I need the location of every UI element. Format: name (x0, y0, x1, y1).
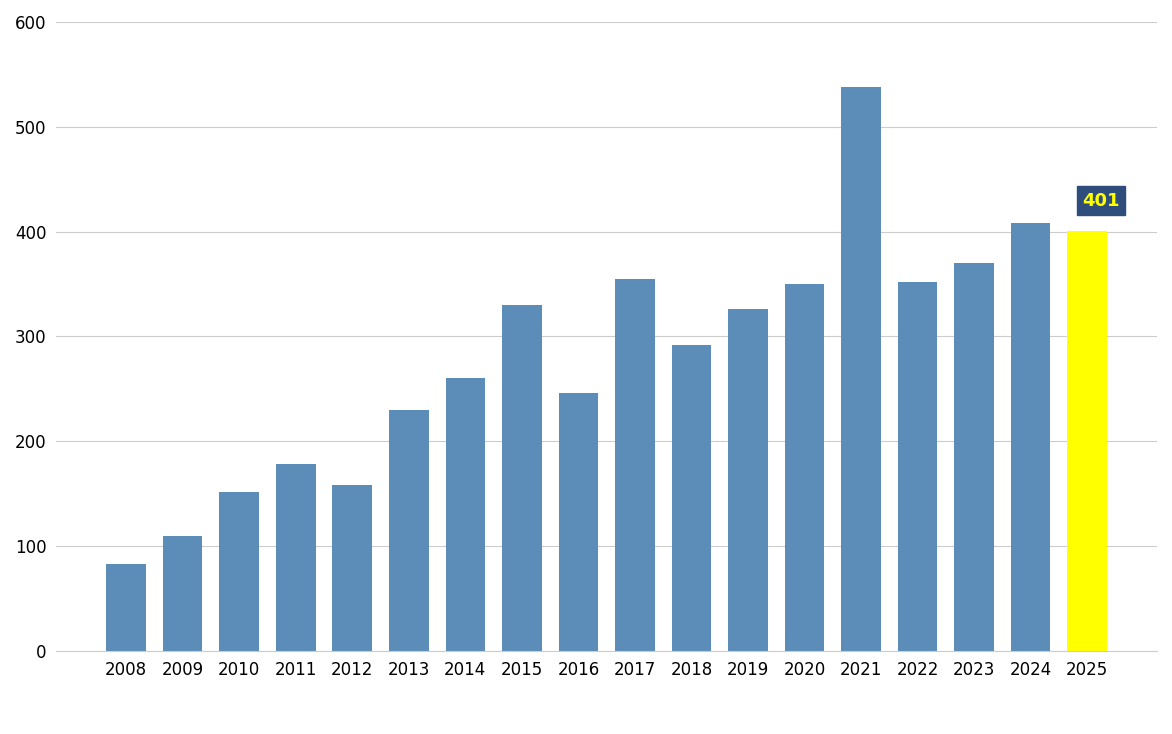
Bar (954, 263, 994, 651)
Bar (163, 536, 203, 651)
Bar (1068, 230, 1108, 651)
Bar (107, 564, 146, 651)
Text: Analist.nl©: Analist.nl© (12, 705, 117, 723)
Bar (728, 309, 768, 651)
Bar (898, 282, 938, 651)
Bar (219, 492, 259, 651)
Text: 401: 401 (1083, 192, 1120, 210)
Bar (615, 279, 655, 651)
Text: Valuespectrum.com: Valuespectrum.com (975, 705, 1160, 723)
Bar (672, 345, 711, 651)
Bar (559, 393, 598, 651)
Bar (333, 485, 372, 651)
Bar (1011, 223, 1050, 651)
Bar (785, 284, 824, 651)
Bar (841, 87, 881, 651)
Bar (502, 305, 541, 651)
Bar (445, 379, 485, 651)
Bar (275, 465, 315, 651)
Bar (389, 410, 429, 651)
